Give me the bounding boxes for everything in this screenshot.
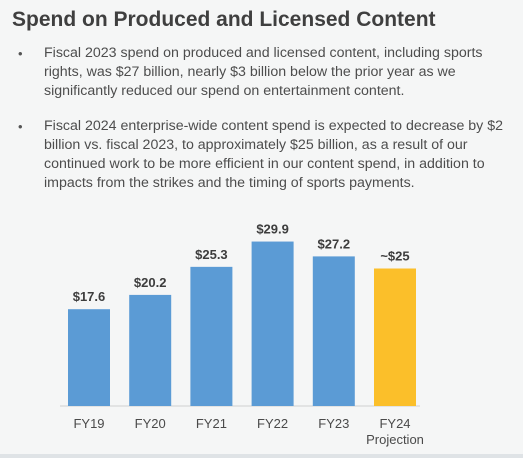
bottom-divider <box>0 454 523 458</box>
bullet-marker: • <box>18 119 23 134</box>
data-label: $29.9 <box>256 222 289 237</box>
bullet-text-fy2023: Fiscal 2023 spend on produced and licens… <box>44 45 483 99</box>
data-label: $20.2 <box>134 275 167 290</box>
bar-fy19 <box>68 309 110 406</box>
category-label: FY24 <box>379 416 410 431</box>
category-label: FY23 <box>318 416 349 431</box>
bullet-text-fy2024: Fiscal 2024 enterprise-wide content spen… <box>44 118 504 191</box>
slide-title: Spend on Produced and Licensed Content <box>12 8 436 31</box>
bar-fy22 <box>251 241 294 406</box>
category-label: FY22 <box>257 416 288 431</box>
bullet-item: • Fiscal 2023 spend on produced and lice… <box>18 44 514 101</box>
data-label: $17.6 <box>73 289 106 304</box>
category-label: FY20 <box>135 416 166 431</box>
bar-fy20 <box>129 294 172 406</box>
bar-fy23 <box>312 256 355 406</box>
data-label: ~$25 <box>380 249 409 264</box>
category-label: FY19 <box>73 416 104 431</box>
bar-fy24-projection <box>374 268 416 406</box>
bullet-item: • Fiscal 2024 enterprise-wide content sp… <box>18 117 514 193</box>
category-label: Projection <box>366 432 424 447</box>
data-label: $25.3 <box>195 247 228 262</box>
bullet-marker: • <box>18 46 23 61</box>
category-label: FY21 <box>196 416 227 431</box>
bar-fy21 <box>190 266 233 406</box>
bullet-list: • Fiscal 2023 spend on produced and lice… <box>18 44 514 209</box>
data-label: $27.2 <box>318 236 351 251</box>
